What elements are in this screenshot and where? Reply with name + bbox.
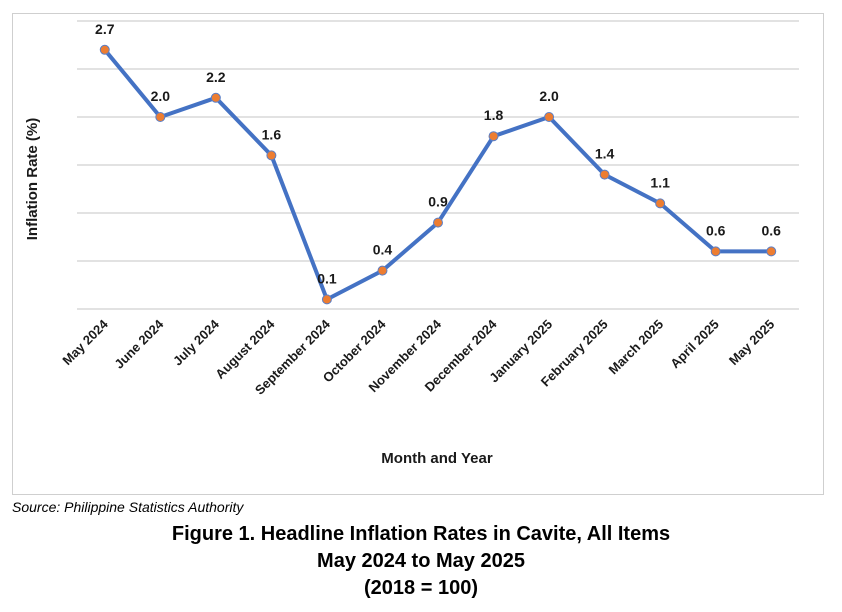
gridlines bbox=[77, 20, 799, 310]
data-point-marker bbox=[433, 217, 443, 228]
x-tick-label: July 2024 bbox=[170, 316, 223, 369]
data-point-marker bbox=[155, 112, 166, 122]
data-label: 2.0 bbox=[151, 88, 171, 104]
data-markers bbox=[99, 44, 777, 305]
data-label: 2.2 bbox=[206, 69, 226, 85]
data-point-marker bbox=[99, 44, 110, 55]
data-point-marker bbox=[710, 246, 721, 257]
data-label: 1.4 bbox=[595, 146, 615, 162]
x-tick-label: May 2024 bbox=[59, 316, 111, 368]
data-label: 0.1 bbox=[317, 270, 337, 286]
figure-caption-title: Figure 1. Headline Inflation Rates in Ca… bbox=[171, 523, 671, 545]
data-point-marker bbox=[321, 294, 332, 305]
figure-caption-period: May 2024 to May 2025 bbox=[317, 550, 525, 572]
data-point-marker bbox=[655, 198, 666, 209]
data-labels: 2.7 2.0 2.2 1.6 0.1 0.4 0.9 1.8 2.0 1.4 1.1 0.6 0.6 bbox=[95, 21, 781, 287]
data-point-marker bbox=[599, 169, 610, 180]
x-tick-label: May 2025 bbox=[726, 317, 777, 368]
data-label: 0.9 bbox=[428, 194, 448, 210]
data-point-marker bbox=[488, 131, 499, 142]
y-axis-title: Inflation Rate (%) bbox=[24, 118, 41, 241]
data-point-marker bbox=[266, 150, 277, 161]
data-point-marker bbox=[544, 112, 555, 122]
data-label: 1.8 bbox=[484, 107, 504, 123]
source-note: Source: Philippine Statistics Authority bbox=[12, 499, 244, 515]
series-line-inflation bbox=[103, 48, 772, 302]
data-label: 1.6 bbox=[262, 126, 282, 142]
data-point-marker bbox=[377, 265, 388, 276]
data-label: 2.7 bbox=[95, 21, 115, 37]
x-tick-label: March 2025 bbox=[606, 317, 667, 378]
data-label: 1.1 bbox=[650, 174, 670, 190]
data-label: 0.4 bbox=[373, 242, 393, 258]
x-tick-label: June 2024 bbox=[111, 316, 167, 372]
x-axis-title: Month and Year bbox=[381, 450, 493, 467]
data-point-marker bbox=[766, 246, 777, 257]
data-label: 2.0 bbox=[539, 88, 559, 104]
data-label: 0.6 bbox=[761, 222, 781, 238]
data-point-marker bbox=[210, 92, 221, 103]
x-tick-label: April 2025 bbox=[667, 317, 722, 372]
data-label: 0.6 bbox=[706, 222, 726, 238]
chart-frame: May 2024 June 2024 July 2024 August 2024 Sep… bbox=[12, 13, 824, 495]
figure-caption-base-year: (2018 = 100) bbox=[364, 577, 478, 599]
